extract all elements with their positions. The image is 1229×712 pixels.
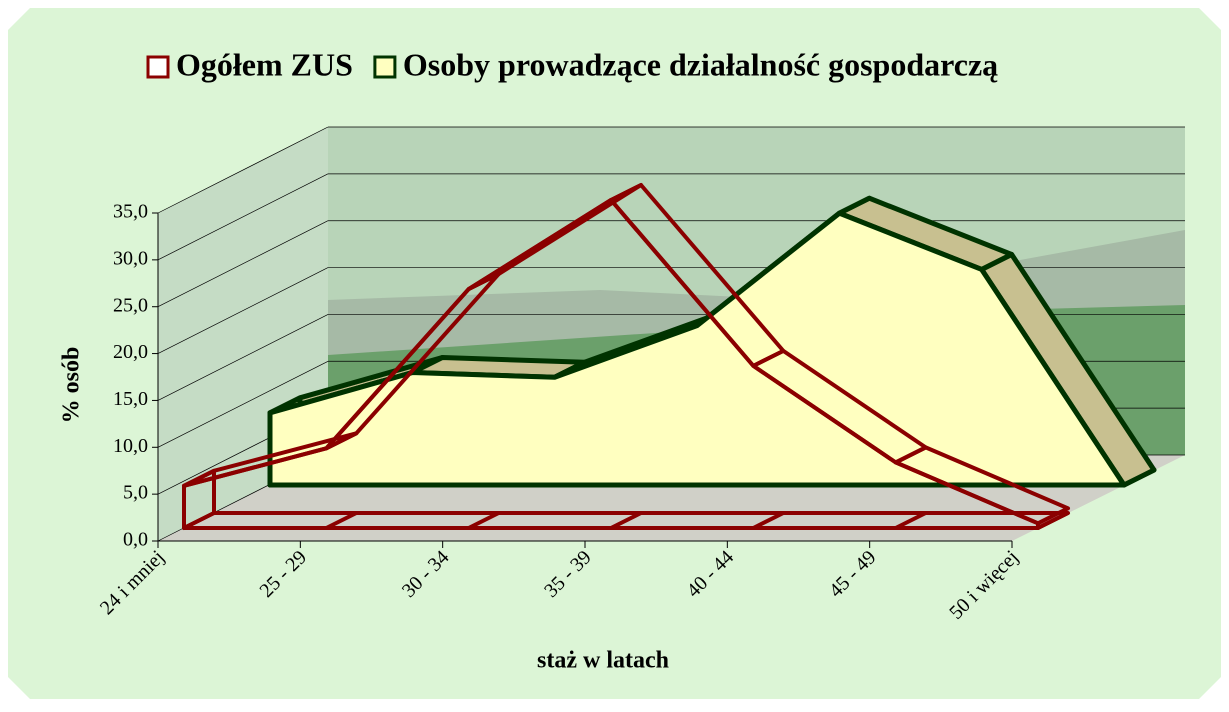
floor-divider	[610, 511, 642, 530]
grid-line	[157, 220, 329, 308]
floor-divider	[1037, 511, 1069, 530]
legend-label: Osoby prowadzące działalność gospodarczą	[403, 46, 998, 82]
grid-line	[157, 360, 329, 448]
floor-divider	[467, 511, 500, 530]
grid-line	[157, 314, 329, 401]
y-tick-label: 30,0	[113, 247, 148, 269]
y-tick-label: 0,0	[123, 529, 148, 551]
legend-label: Ogółem ZUS	[176, 46, 353, 82]
y-tick-label: 5,0	[123, 482, 148, 504]
area	[182, 198, 1040, 530]
y-tick-label: 35,0	[113, 201, 148, 223]
grid-line	[157, 173, 329, 261]
y-tick-label: 25,0	[113, 294, 148, 316]
x-axis-title: staż w latach	[537, 648, 669, 674]
y-tick-label: 15,0	[113, 388, 148, 410]
legend-swatch	[146, 55, 170, 79]
y-tick-label: 20,0	[113, 341, 148, 363]
grid-line	[157, 267, 329, 354]
y-tick-label: 10,0	[113, 435, 148, 457]
floor-divider	[894, 511, 927, 530]
y-axis-title: % osób	[59, 347, 85, 424]
grid-line	[157, 126, 329, 214]
legend-swatch	[373, 55, 397, 79]
floor-divider	[325, 511, 358, 530]
area	[267, 210, 1127, 488]
floor-divider	[752, 511, 785, 530]
